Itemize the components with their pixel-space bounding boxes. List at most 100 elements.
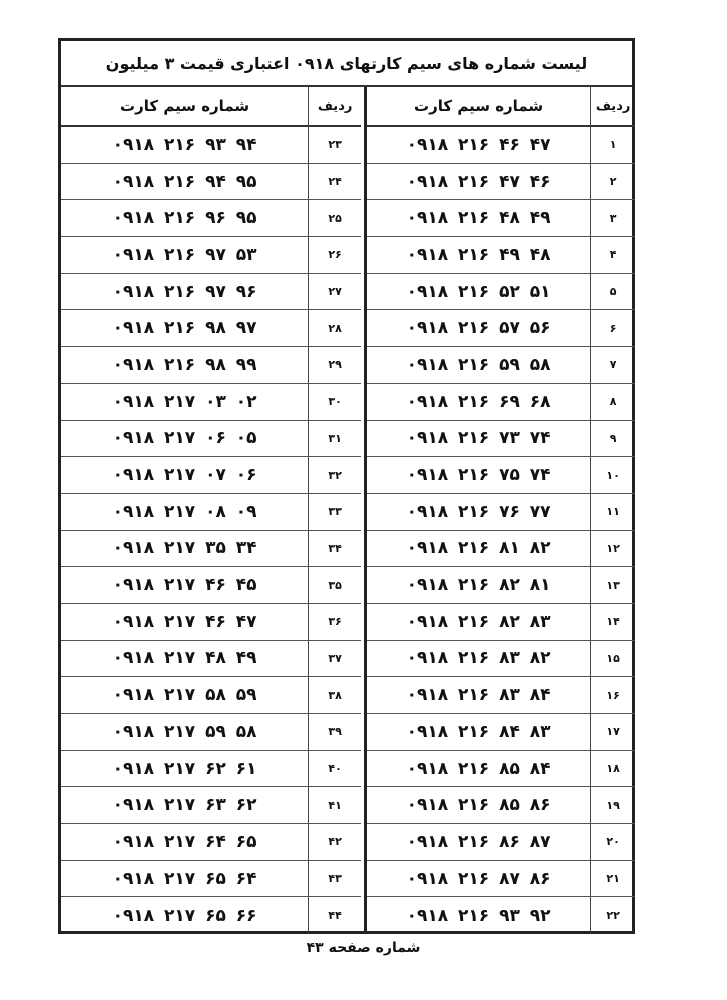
table-row: ۳۵ ۰۹۱۸ ۲۱۷ ۴۶ ۴۵ — [61, 567, 361, 604]
row-number: ۳۷ — [308, 640, 361, 677]
row-number: ۱۳ — [590, 567, 635, 603]
row-number: ۸ — [590, 383, 635, 420]
header-sim-number: شماره سیم کارت — [120, 97, 250, 115]
sim-number: ۰۹۱۸ ۲۱۶ ۴۸ ۴۹ — [406, 208, 551, 229]
sim-number: ۰۹۱۸ ۲۱۶ ۸۷ ۸۶ — [406, 868, 551, 889]
sim-number: ۰۹۱۸ ۲۱۷ ۵۹ ۵۸ — [112, 721, 257, 742]
sim-number: ۰۹۱۸ ۲۱۷ ۳۵ ۳۴ — [112, 538, 257, 559]
row-number: ۲۸ — [308, 310, 361, 347]
row-number: ۱۲ — [590, 530, 635, 567]
table-row: ۱۳ ۰۹۱۸ ۲۱۶ ۸۲ ۸۱ — [367, 567, 635, 604]
table-row: ۱۶ ۰۹۱۸ ۲۱۶ ۸۳ ۸۴ — [367, 677, 635, 714]
row-number: ۲۹ — [308, 347, 361, 383]
sim-card-list-sheet: لیست شماره های سیم کارتهای ۰۹۱۸ اعتباری … — [58, 38, 635, 935]
table-row: ۱۵ ۰۹۱۸ ۲۱۶ ۸۳ ۸۲ — [367, 640, 635, 678]
sim-number: ۰۹۱۸ ۲۱۶ ۵۷ ۵۶ — [406, 318, 551, 339]
table-row: ۱۷ ۰۹۱۸ ۲۱۶ ۸۴ ۸۳ — [367, 714, 635, 751]
table-row: ۲۳ ۰۹۱۸ ۲۱۶ ۹۳ ۹۴ — [61, 127, 361, 164]
table-row: ۳۹ ۰۹۱۸ ۲۱۷ ۵۹ ۵۸ — [61, 714, 361, 751]
sim-number: ۰۹۱۸ ۲۱۶ ۹۳ ۹۴ — [112, 134, 257, 155]
sim-number: ۰۹۱۸ ۲۱۷ ۴۶ ۴۵ — [112, 575, 257, 596]
table-header: ردیف شماره سیم کارت — [61, 87, 361, 127]
table-row: ۳ ۰۹۱۸ ۲۱۶ ۴۸ ۴۹ — [367, 200, 635, 238]
table-row: ۲۸ ۰۹۱۸ ۲۱۶ ۹۸ ۹۷ — [61, 310, 361, 348]
row-number: ۳۴ — [308, 530, 361, 567]
row-number: ۴۱ — [308, 787, 361, 824]
row-number: ۴ — [590, 237, 635, 273]
sim-number: ۰۹۱۸ ۲۱۶ ۹۸ ۹۷ — [112, 318, 257, 339]
row-number: ۴۰ — [308, 750, 361, 787]
row-number: ۱۹ — [590, 787, 635, 824]
sim-number: ۰۹۱۸ ۲۱۶ ۷۵ ۷۴ — [406, 465, 551, 486]
sim-number: ۰۹۱۸ ۲۱۷ ۶۵ ۶۴ — [112, 868, 257, 889]
sim-number: ۰۹۱۸ ۲۱۶ ۴۶ ۴۷ — [406, 134, 551, 155]
sim-number: ۰۹۱۸ ۲۱۷ ۰۶ ۰۵ — [112, 428, 257, 449]
sim-number: ۰۹۱۸ ۲۱۷ ۶۳ ۶۲ — [112, 795, 257, 816]
sim-number: ۰۹۱۸ ۲۱۶ ۸۱ ۸۲ — [406, 538, 551, 559]
document-title: لیست شماره های سیم کارتهای ۰۹۱۸ اعتباری … — [61, 41, 632, 87]
sim-number: ۰۹۱۸ ۲۱۶ ۸۵ ۸۴ — [406, 758, 551, 779]
table-row: ۲۶ ۰۹۱۸ ۲۱۶ ۹۷ ۵۳ — [61, 237, 361, 274]
table-row: ۲۷ ۰۹۱۸ ۲۱۶ ۹۷ ۹۶ — [61, 273, 361, 311]
header-sim-number: شماره سیم کارت — [414, 97, 544, 115]
sim-number: ۰۹۱۸ ۲۱۷ ۰۸ ۰۹ — [112, 501, 257, 522]
table-row: ۳۷ ۰۹۱۸ ۲۱۷ ۴۸ ۴۹ — [61, 640, 361, 678]
row-number: ۲۱ — [590, 860, 635, 897]
table-row: ۱۲ ۰۹۱۸ ۲۱۶ ۸۱ ۸۲ — [367, 530, 635, 568]
row-number: ۳۰ — [308, 383, 361, 420]
sim-number: ۰۹۱۸ ۲۱۶ ۴۹ ۴۸ — [406, 244, 551, 265]
sim-number: ۰۹۱۸ ۲۱۷ ۶۲ ۶۱ — [112, 758, 257, 779]
table-row: ۱۴ ۰۹۱۸ ۲۱۶ ۸۲ ۸۳ — [367, 603, 635, 641]
sim-number: ۰۹۱۸ ۲۱۶ ۹۳ ۹۲ — [406, 905, 551, 926]
row-number: ۳۵ — [308, 567, 361, 603]
sim-number: ۰۹۱۸ ۲۱۷ ۰۳ ۰۲ — [112, 391, 257, 412]
sim-number: ۰۹۱۸ ۲۱۶ ۹۶ ۹۵ — [112, 208, 257, 229]
table-row: ۴ ۰۹۱۸ ۲۱۶ ۴۹ ۴۸ — [367, 237, 635, 274]
header-row-number: ردیف — [308, 87, 361, 125]
sim-number: ۰۹۱۸ ۲۱۷ ۴۶ ۴۷ — [112, 611, 257, 632]
table-row: ۹ ۰۹۱۸ ۲۱۶ ۷۳ ۷۴ — [367, 420, 635, 458]
table-row: ۲ ۰۹۱۸ ۲۱۶ ۴۷ ۴۶ — [367, 163, 635, 201]
sim-number: ۰۹۱۸ ۲۱۷ ۶۵ ۶۶ — [112, 905, 257, 926]
table-row: ۴۳ ۰۹۱۸ ۲۱۷ ۶۵ ۶۴ — [61, 860, 361, 898]
table-right: ردیف شماره سیم کارت ۱ ۰۹۱۸ ۲۱۶ ۴۶ ۴۷ ۲ ۰۹۱۸… — [364, 87, 635, 935]
row-number: ۲۷ — [308, 273, 361, 310]
sim-number: ۰۹۱۸ ۲۱۶ ۷۳ ۷۴ — [406, 428, 551, 449]
table-row: ۳۱ ۰۹۱۸ ۲۱۷ ۰۶ ۰۵ — [61, 420, 361, 458]
sim-number: ۰۹۱۸ ۲۱۷ ۶۴ ۶۵ — [112, 831, 257, 852]
row-number: ۳۹ — [308, 714, 361, 750]
sim-number: ۰۹۱۸ ۲۱۶ ۸۵ ۸۶ — [406, 795, 551, 816]
sim-number: ۰۹۱۸ ۲۱۶ ۵۹ ۵۸ — [406, 354, 551, 375]
row-number: ۱۴ — [590, 603, 635, 640]
table-row: ۲۹ ۰۹۱۸ ۲۱۶ ۹۸ ۹۹ — [61, 347, 361, 384]
sim-number: ۰۹۱۸ ۲۱۶ ۸۲ ۸۳ — [406, 611, 551, 632]
sim-number: ۰۹۱۸ ۲۱۷ ۵۸ ۵۹ — [112, 685, 257, 706]
table-row: ۱ ۰۹۱۸ ۲۱۶ ۴۶ ۴۷ — [367, 127, 635, 164]
row-number: ۱ — [590, 127, 635, 163]
sim-number: ۰۹۱۸ ۲۱۶ ۸۴ ۸۳ — [406, 721, 551, 742]
sim-number: ۰۹۱۸ ۲۱۷ ۴۸ ۴۹ — [112, 648, 257, 669]
row-number: ۲۲ — [590, 897, 635, 935]
table-row: ۸ ۰۹۱۸ ۲۱۶ ۶۹ ۶۸ — [367, 383, 635, 421]
page-number: شماره صفحه ۴۳ — [306, 940, 421, 956]
row-number: ۲ — [590, 163, 635, 200]
table-row: ۲۵ ۰۹۱۸ ۲۱۶ ۹۶ ۹۵ — [61, 200, 361, 238]
row-number: ۳ — [590, 200, 635, 237]
sim-number: ۰۹۱۸ ۲۱۶ ۵۲ ۵۱ — [406, 281, 551, 302]
sim-number: ۰۹۱۸ ۲۱۶ ۶۹ ۶۸ — [406, 391, 551, 412]
sim-number: ۰۹۱۸ ۲۱۶ ۸۳ ۸۴ — [406, 685, 551, 706]
row-number: ۳۳ — [308, 493, 361, 530]
table-row: ۷ ۰۹۱۸ ۲۱۶ ۵۹ ۵۸ — [367, 347, 635, 384]
sim-number: ۰۹۱۸ ۲۱۶ ۹۸ ۹۹ — [112, 354, 257, 375]
table-body: ۲۳ ۰۹۱۸ ۲۱۶ ۹۳ ۹۴ ۲۴ ۰۹۱۸ ۲۱۶ ۹۴ ۹۵ ۲۵ ۰۹۱۸ ۲… — [61, 127, 361, 935]
row-number: ۷ — [590, 347, 635, 383]
sim-number: ۰۹۱۸ ۲۱۶ ۴۷ ۴۶ — [406, 171, 551, 192]
table-row: ۳۳ ۰۹۱۸ ۲۱۷ ۰۸ ۰۹ — [61, 493, 361, 531]
sim-number: ۰۹۱۸ ۲۱۶ ۸۲ ۸۱ — [406, 575, 551, 596]
row-number: ۱۰ — [590, 457, 635, 493]
table-row: ۶ ۰۹۱۸ ۲۱۶ ۵۷ ۵۶ — [367, 310, 635, 348]
row-number: ۶ — [590, 310, 635, 347]
table-row: ۱۸ ۰۹۱۸ ۲۱۶ ۸۵ ۸۴ — [367, 750, 635, 788]
row-number: ۳۱ — [308, 420, 361, 457]
table-row: ۴۴ ۰۹۱۸ ۲۱۷ ۶۵ ۶۶ — [61, 897, 361, 935]
